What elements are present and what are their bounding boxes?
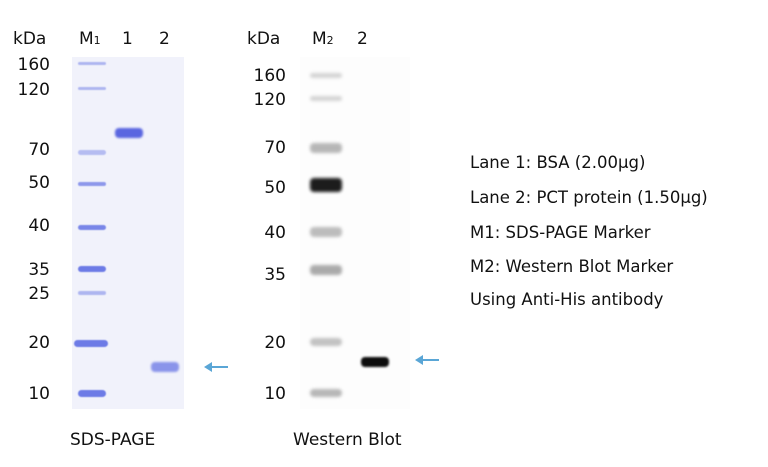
- marker-band: [310, 143, 342, 153]
- lane2-pct-band: [151, 362, 179, 372]
- wb-arrow-icon: [415, 355, 439, 365]
- marker-band: [310, 338, 342, 346]
- marker-band: [78, 225, 106, 230]
- western-blot-membrane: [300, 57, 410, 409]
- marker-letter: M: [312, 29, 327, 49]
- western-blot-caption: Western Blot: [293, 430, 402, 450]
- legend-m1: M1: SDS-PAGE Marker: [470, 223, 651, 242]
- sds-kda-10: 10: [28, 384, 50, 404]
- wb-kda-120: 120: [253, 90, 286, 110]
- marker-band: [78, 291, 106, 295]
- legend-m2: M2: Western Blot Marker: [470, 257, 674, 276]
- marker-band: [310, 96, 342, 101]
- sds-lane-marker-label: M1: [79, 29, 101, 49]
- wb-lane-marker-label: M2: [312, 29, 334, 49]
- marker-band: [310, 389, 342, 397]
- sds-page-caption: SDS-PAGE: [70, 430, 156, 450]
- sds-kda-160: 160: [17, 55, 50, 75]
- sds-kda-40: 40: [28, 216, 50, 236]
- sds-lane1-label: 1: [122, 29, 133, 49]
- legend-antibody: Using Anti-His antibody: [470, 290, 664, 309]
- wb-kda-10: 10: [264, 384, 286, 404]
- sds-kda-label: kDa: [13, 29, 47, 49]
- legend-lane2: Lane 2: PCT protein (1.50μg): [470, 188, 708, 207]
- marker-band: [78, 390, 106, 397]
- legend-lane1: Lane 1: BSA (2.00μg): [470, 153, 646, 172]
- marker-band: [78, 62, 106, 65]
- marker-band: [310, 265, 342, 275]
- marker-band: [78, 150, 106, 155]
- lane1-bsa-band: [115, 128, 143, 138]
- wb-kda-40: 40: [264, 223, 286, 243]
- sds-kda-25: 25: [28, 284, 50, 304]
- wb-kda-label: kDa: [247, 29, 281, 49]
- marker-subscript: 1: [93, 34, 101, 47]
- marker-band: [310, 73, 342, 78]
- marker-band: [74, 340, 108, 347]
- sds-kda-35: 35: [28, 260, 50, 280]
- sds-kda-120: 120: [17, 80, 50, 100]
- wb-kda-35: 35: [264, 265, 286, 285]
- wb-kda-20: 20: [264, 333, 286, 353]
- sds-kda-70: 70: [28, 140, 50, 160]
- sds-page-gel: [72, 57, 184, 409]
- wb-lane2-label: 2: [357, 29, 368, 49]
- sds-kda-50: 50: [28, 173, 50, 193]
- sds-arrow-icon: [204, 362, 228, 372]
- wb-kda-160: 160: [253, 66, 286, 86]
- marker-band: [310, 227, 342, 237]
- sds-kda-20: 20: [28, 333, 50, 353]
- wb-kda-70: 70: [264, 138, 286, 158]
- marker-band: [78, 266, 106, 272]
- marker-band: [78, 182, 106, 186]
- marker-band: [78, 87, 106, 90]
- marker-letter: M: [79, 29, 94, 49]
- lane2-pct-band: [361, 357, 389, 367]
- wb-kda-50: 50: [264, 178, 286, 198]
- marker-subscript: 2: [326, 34, 334, 47]
- sds-lane2-label: 2: [159, 29, 170, 49]
- marker-band: [310, 178, 342, 192]
